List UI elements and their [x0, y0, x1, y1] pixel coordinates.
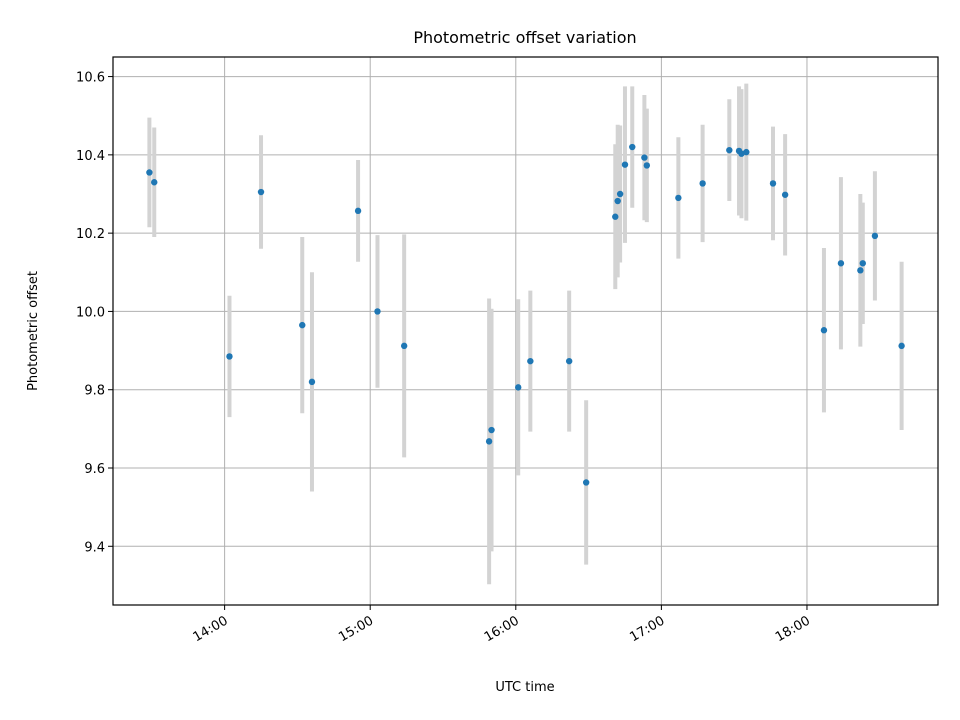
y-tick-label: 10.6 — [76, 71, 105, 86]
data-points — [146, 143, 905, 486]
data-point — [857, 267, 864, 274]
x-axis-label: UTC time — [495, 680, 554, 695]
data-point — [675, 194, 682, 202]
data-point — [527, 357, 534, 365]
data-point — [400, 342, 408, 350]
data-point — [629, 143, 636, 151]
chart-title: Photometric offset variation — [413, 28, 636, 47]
y-tick-label: 10.0 — [76, 305, 105, 320]
x-tick-label: 17:00 — [627, 613, 667, 645]
data-point — [515, 384, 522, 391]
data-point — [898, 342, 905, 350]
y-axis-label: Photometric offset — [26, 271, 41, 391]
data-point — [621, 161, 629, 168]
data-point — [226, 353, 233, 360]
data-point — [485, 438, 493, 445]
data-point — [641, 154, 648, 161]
data-point — [871, 232, 879, 240]
data-point — [612, 213, 619, 220]
data-point — [582, 479, 590, 486]
y-axis-ticks: 9.4 9.6 9.8 10.0 10.2 10.4 10.6 — [76, 71, 113, 555]
data-point — [146, 169, 153, 176]
data-point — [820, 327, 828, 334]
x-tick-label: 14:00 — [191, 613, 231, 645]
x-axis-ticks: 14:00 15:00 16:00 17:00 18:00 — [191, 605, 813, 645]
x-tick-label: 15:00 — [336, 613, 376, 645]
data-point — [743, 148, 750, 156]
data-point — [354, 207, 362, 215]
y-tick-label: 10.2 — [76, 227, 105, 242]
data-point — [781, 191, 789, 198]
data-point — [769, 180, 777, 187]
y-tick-label: 9.4 — [84, 540, 105, 555]
data-point — [565, 357, 573, 365]
data-point — [643, 162, 651, 169]
data-point — [614, 197, 621, 205]
data-point — [726, 146, 733, 154]
plot-frame — [112, 56, 939, 606]
data-point — [699, 180, 706, 187]
data-point — [374, 308, 381, 315]
error-bars — [147, 83, 904, 585]
y-tick-label: 9.8 — [84, 384, 105, 399]
data-point — [308, 378, 316, 386]
data-point — [257, 188, 265, 196]
data-point — [299, 321, 306, 329]
data-point — [738, 150, 745, 157]
y-tick-label: 10.4 — [76, 149, 105, 164]
data-point — [837, 260, 845, 267]
data-point — [488, 426, 495, 434]
y-tick-label: 9.6 — [84, 462, 105, 477]
grid — [113, 57, 938, 605]
x-tick-label: 18:00 — [773, 613, 813, 645]
x-tick-label: 16:00 — [482, 613, 522, 645]
data-point — [616, 190, 624, 198]
data-point — [859, 260, 866, 267]
data-point — [151, 179, 158, 186]
